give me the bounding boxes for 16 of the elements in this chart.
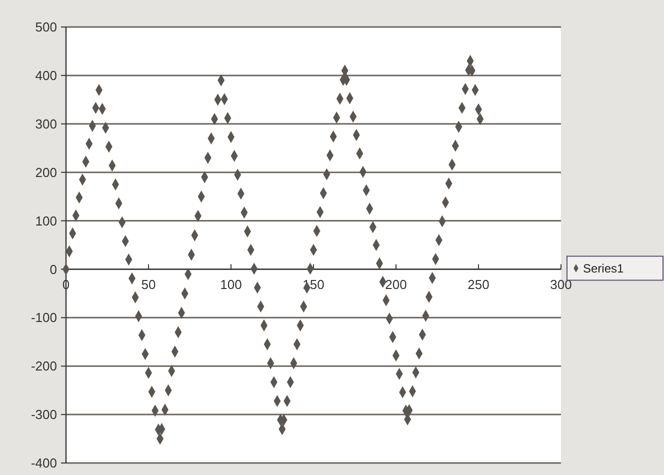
x-tick-label: 250: [468, 277, 490, 292]
y-tick-label: 200: [35, 164, 57, 180]
y-tick-label: -100: [30, 310, 57, 326]
legend-label: Series1: [583, 261, 624, 276]
x-tick-label: 300: [550, 277, 572, 292]
y-tick-label: 400: [35, 68, 57, 83]
y-tick-label: -300: [30, 407, 57, 422]
y-tick-label: 100: [35, 213, 57, 228]
y-tick-label: -200: [30, 358, 57, 374]
y-tick-label: -400: [30, 456, 57, 471]
y-tick-label: 300: [35, 116, 57, 132]
x-tick-label: 200: [385, 277, 407, 292]
x-tick-label: 50: [141, 277, 156, 292]
y-tick-label: 500: [35, 20, 57, 35]
y-tick-label: 0: [50, 262, 57, 277]
x-tick-label: 100: [220, 277, 242, 292]
